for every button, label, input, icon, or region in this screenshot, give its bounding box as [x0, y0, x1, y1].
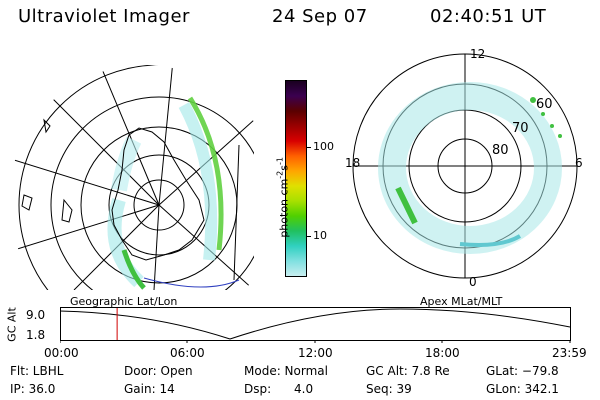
- xtick-1200: 12:00: [298, 346, 333, 360]
- mode-info: Mode: Normal: [244, 364, 328, 378]
- altitude-ytick-1-8: 1.8: [26, 328, 46, 342]
- right-panel-label: Apex MLat/MLT: [420, 295, 503, 308]
- mlat-label-70: 70: [512, 121, 529, 136]
- mlat-label-60: 60: [536, 97, 553, 112]
- seq-info: Seq: 39: [366, 382, 412, 396]
- colorbar-tick-mark-10: [306, 236, 311, 237]
- xtick-2359: 23:59: [552, 346, 587, 360]
- glon-info: GLon: 342.1: [486, 382, 559, 396]
- mlt-label-0: 0: [469, 275, 477, 288]
- geographic-map: [14, 65, 254, 290]
- date-label: 24 Sep 07: [272, 6, 368, 27]
- polar-map: 12 18 6 0 60 70 80: [345, 48, 583, 288]
- auroral-oval: [378, 82, 562, 254]
- altitude-plot: [60, 307, 571, 343]
- xtick-1800: 18:00: [425, 346, 460, 360]
- altitude-curve: [60, 308, 571, 340]
- colorbar-tick-mark-100: [306, 147, 311, 148]
- xtick-0000: 00:00: [44, 346, 79, 360]
- colorbar: [285, 80, 307, 277]
- coastline: [21, 118, 205, 261]
- instrument-title: Ultraviolet Imager: [18, 6, 190, 27]
- mlt-label-12: 12: [470, 48, 485, 61]
- gc-alt-info: GC Alt: 7.8 Re: [366, 364, 450, 378]
- dsp-info: Dsp: 4.0: [244, 382, 314, 396]
- glat-info: GLat: −79.8: [486, 364, 559, 378]
- xtick-0600: 06:00: [170, 346, 205, 360]
- filter-info: Flt: LBHL: [10, 364, 64, 378]
- mlat-label-80: 80: [492, 143, 509, 158]
- mlt-label-18: 18: [345, 156, 360, 170]
- mlt-label-6: 6: [575, 156, 583, 170]
- altitude-ylabel: GC Alt: [5, 307, 19, 342]
- time-label: 02:40:51 UT: [430, 6, 547, 27]
- gain-info: Gain: 14: [124, 382, 175, 396]
- colorbar-tick-10: 10: [313, 229, 327, 242]
- swath-edge: [143, 277, 240, 288]
- left-panel-label: Geographic Lat/Lon: [70, 295, 178, 308]
- altitude-ytick-9: 9.0: [26, 308, 46, 322]
- colorbar-unit-label: photon cm-2s-1: [275, 157, 291, 238]
- colorbar-tick-100: 100: [313, 140, 334, 153]
- door-info: Door: Open: [124, 364, 193, 378]
- aurora-emission: [107, 96, 224, 290]
- ip-info: IP: 36.0: [10, 382, 56, 396]
